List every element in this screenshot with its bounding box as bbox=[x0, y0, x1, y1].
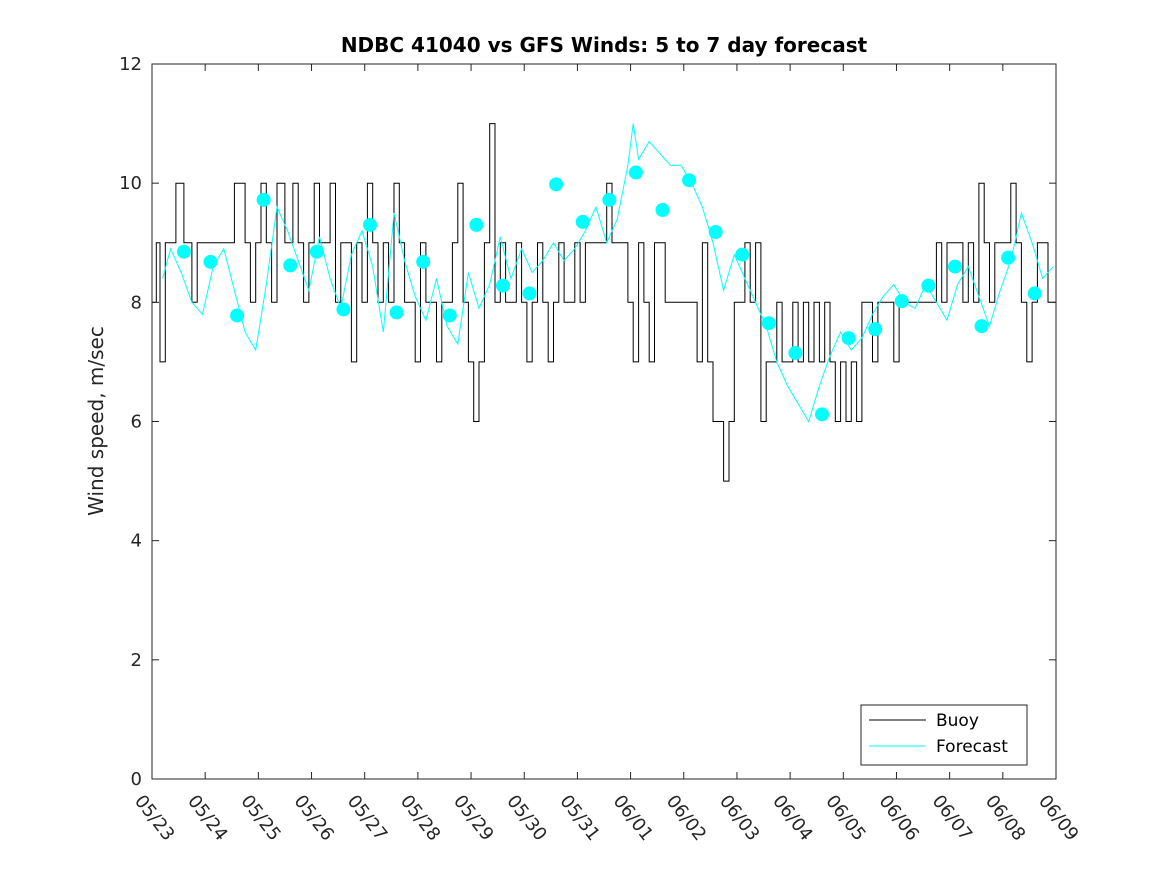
forecast-marker bbox=[309, 244, 324, 259]
x-tick-label: 05/27 bbox=[343, 791, 391, 845]
x-tick-label: 06/08 bbox=[981, 791, 1029, 845]
x-tick-label: 05/31 bbox=[555, 791, 603, 845]
y-tick-label: 8 bbox=[131, 292, 142, 313]
y-tick-label: 10 bbox=[119, 173, 142, 194]
plot-area bbox=[152, 64, 1056, 779]
x-tick-label: 06/06 bbox=[875, 791, 923, 845]
y-tick-label: 12 bbox=[119, 54, 142, 75]
x-tick-label: 06/07 bbox=[928, 791, 976, 845]
forecast-marker bbox=[522, 286, 537, 301]
forecast-marker bbox=[256, 192, 271, 207]
x-tick-label: 05/30 bbox=[502, 791, 550, 845]
x-tick-label: 06/02 bbox=[662, 791, 710, 845]
forecast-marker bbox=[708, 225, 723, 240]
legend: Buoy Forecast bbox=[860, 704, 1028, 766]
forecast-marker bbox=[230, 308, 245, 323]
buoy-line bbox=[152, 123, 1056, 482]
forecast-marker bbox=[682, 173, 697, 188]
forecast-marker bbox=[203, 254, 218, 269]
forecast-markers bbox=[176, 165, 1042, 422]
x-tick-label: 05/24 bbox=[183, 791, 231, 845]
x-tick-label: 05/29 bbox=[449, 791, 497, 845]
forecast-marker bbox=[442, 308, 457, 323]
forecast-marker bbox=[549, 177, 564, 192]
forecast-marker bbox=[336, 302, 351, 317]
forecast-marker bbox=[735, 247, 750, 262]
forecast-marker bbox=[495, 278, 510, 293]
forecast-marker bbox=[921, 278, 936, 293]
legend-box bbox=[860, 704, 1028, 766]
forecast-marker bbox=[841, 331, 856, 346]
x-tick-label: 06/03 bbox=[715, 791, 763, 845]
y-axis: 0 2 4 6 8 10 12 bbox=[119, 54, 1056, 790]
forecast-marker bbox=[761, 316, 776, 331]
forecast-marker bbox=[176, 244, 191, 259]
x-tick-label: 06/09 bbox=[1034, 791, 1082, 845]
legend-label-forecast: Forecast bbox=[936, 737, 1008, 757]
x-tick-label: 06/04 bbox=[768, 791, 816, 845]
forecast-marker bbox=[868, 322, 883, 337]
chart-title: NDBC 41040 vs GFS Winds: 5 to 7 day fore… bbox=[341, 33, 868, 57]
forecast-marker bbox=[655, 202, 670, 217]
forecast-marker bbox=[815, 407, 830, 422]
forecast-marker bbox=[602, 192, 617, 207]
x-tick-label: 05/28 bbox=[396, 791, 444, 845]
forecast-marker bbox=[469, 217, 484, 232]
y-tick-label: 0 bbox=[131, 769, 142, 790]
y-tick-label: 4 bbox=[131, 531, 142, 552]
forecast-marker bbox=[283, 258, 298, 273]
legend-label-buoy: Buoy bbox=[936, 711, 979, 731]
x-tick-label: 05/25 bbox=[236, 791, 284, 845]
x-tick-label: 06/05 bbox=[821, 791, 869, 845]
x-tick-label: 05/26 bbox=[290, 791, 338, 845]
y-tick-label: 2 bbox=[131, 650, 142, 671]
forecast-marker bbox=[1001, 250, 1016, 265]
x-tick-label: 05/23 bbox=[130, 791, 178, 845]
y-axis-label: Wind speed, m/sec bbox=[84, 326, 108, 516]
forecast-marker bbox=[1027, 286, 1042, 301]
forecast-marker bbox=[363, 217, 378, 232]
forecast-marker bbox=[416, 254, 431, 269]
forecast-marker bbox=[894, 294, 909, 309]
forecast-marker bbox=[575, 214, 590, 229]
y-tick-label: 6 bbox=[131, 412, 142, 433]
forecast-marker bbox=[389, 305, 404, 320]
x-tick-label: 06/01 bbox=[609, 791, 657, 845]
forecast-marker bbox=[628, 165, 643, 180]
forecast-marker bbox=[974, 319, 989, 334]
forecast-marker bbox=[788, 345, 803, 360]
forecast-marker bbox=[947, 259, 962, 274]
buoy-series bbox=[152, 123, 1056, 482]
